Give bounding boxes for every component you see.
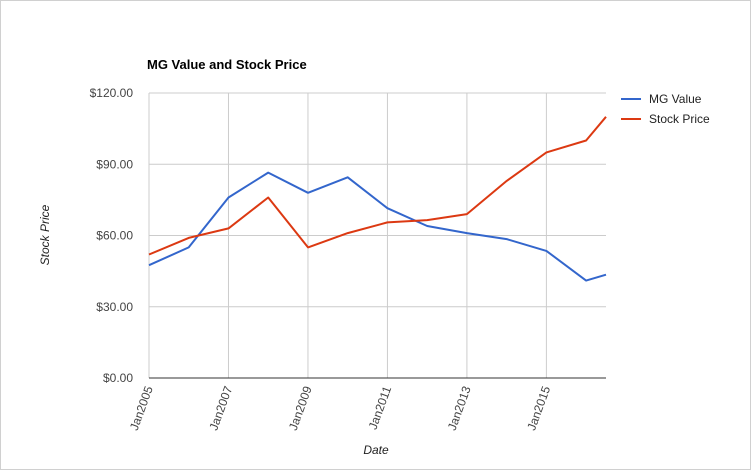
legend: MG Value Stock Price [621,92,710,126]
gridlines [148,92,606,378]
y-axis-ticks: $0.00 $30.00 $60.00 $90.00 $120.00 [90,86,134,385]
legend-label: MG Value [649,92,702,106]
y-tick-label: $60.00 [96,229,133,243]
series-lines [148,116,607,282]
x-axis-title: Date [363,443,389,457]
x-axis-ticks: Jan2005 Jan2007 Jan2009 Jan2011 Jan2013 Jan20… [127,384,553,432]
x-tick-label: Jan2005 [127,384,156,432]
x-tick-label: Jan2011 [366,384,395,432]
x-tick-label: Jan2009 [286,384,315,432]
y-tick-label: $90.00 [96,157,133,171]
x-tick-label: Jan2015 [524,384,553,432]
chart-title: MG Value and Stock Price [147,57,307,72]
series-line-1 [148,171,607,282]
x-tick-label: Jan2013 [445,384,474,432]
legend-label: Stock Price [649,112,710,126]
series-line-2 [148,116,607,256]
y-tick-label: $0.00 [103,371,133,385]
y-tick-label: $120.00 [90,86,134,100]
y-axis-title: Stock Price [38,204,52,265]
x-tick-label: Jan2007 [206,384,235,432]
y-tick-label: $30.00 [96,300,133,314]
